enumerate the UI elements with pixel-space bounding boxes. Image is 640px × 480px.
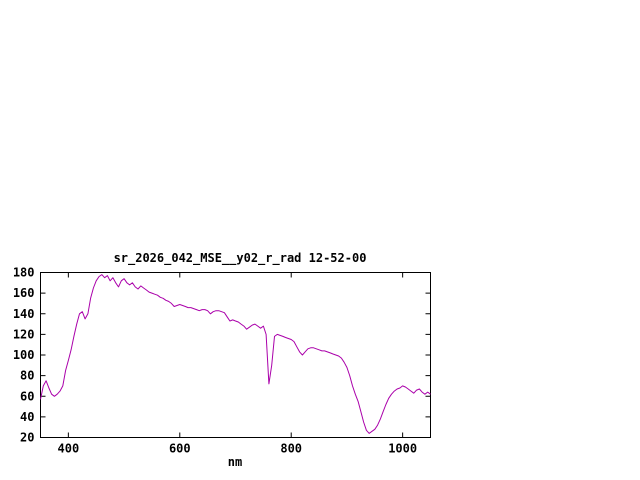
y-tick-label: 180	[13, 266, 35, 280]
y-tick-label: 80	[20, 369, 34, 383]
x-tick-label: 800	[280, 442, 302, 456]
y-tick-label: 40	[20, 410, 34, 424]
y-tick-label: 20	[20, 431, 34, 445]
x-axis-label: nm	[228, 455, 242, 469]
y-tick-label: 160	[13, 286, 35, 300]
spectrum-line	[40, 274, 431, 434]
y-tick-label: 100	[13, 348, 35, 362]
x-tick-label: 600	[169, 442, 191, 456]
y-tick-label: 120	[13, 327, 35, 341]
y-tick-label: 140	[13, 307, 35, 321]
x-tick-label: 1000	[388, 442, 417, 456]
x-tick-label: 400	[58, 442, 80, 456]
plot-border	[40, 272, 431, 438]
chart-title: sr_2026_042_MSE__y02_r_rad 12-52-00	[114, 251, 367, 266]
y-tick-label: 60	[20, 389, 34, 403]
